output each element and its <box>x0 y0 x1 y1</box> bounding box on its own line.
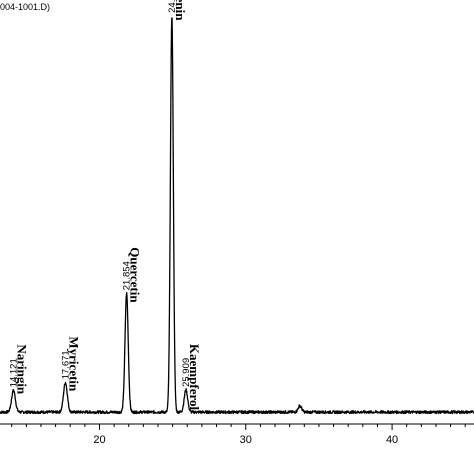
peak-compound-label: Myricetin <box>66 336 81 392</box>
trace-layer <box>0 17 474 415</box>
peak-retention-time-label: 17.671 <box>60 350 71 379</box>
x-tick-label: 40 <box>386 434 398 446</box>
peak-retention-time-label: 14.121 <box>8 358 19 387</box>
axes: 20 30 40 <box>0 423 474 446</box>
peak-compound-label: Quercetin <box>128 247 143 303</box>
peak-compound-label: Naringin <box>14 344 29 395</box>
peak-retention-time-label: 25.909 <box>181 358 192 387</box>
header-text: 004-1001.D) <box>0 2 50 12</box>
x-tick-label: 20 <box>93 434 105 446</box>
peak-retention-time-label: 24.948 <box>167 0 178 13</box>
peak-retention-time-label: 21.854 <box>122 261 133 290</box>
chromatogram-trace <box>0 17 474 415</box>
peak-compound-label: Kaempferol <box>187 344 202 411</box>
x-tick-label: 30 <box>240 434 252 446</box>
peak-compound-label: Apigenin <box>173 0 188 21</box>
